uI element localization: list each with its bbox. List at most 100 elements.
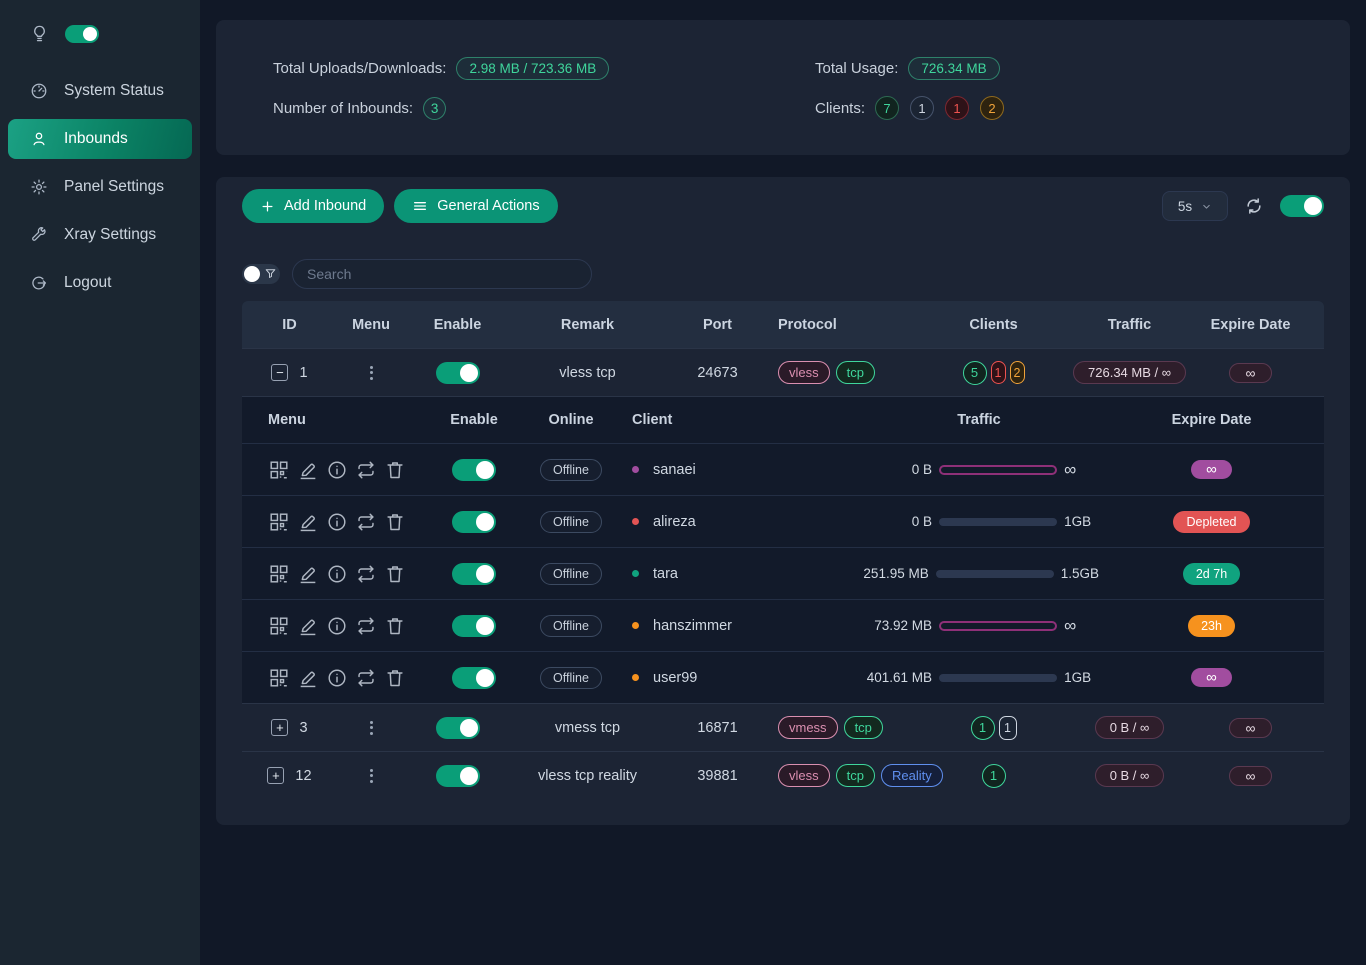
sidebar-nav: System Status Inbounds Panel Settings Xr…: [0, 71, 200, 303]
row-menu-button[interactable]: [366, 717, 377, 739]
edit-icon[interactable]: [297, 459, 319, 481]
sidebar-item-logout[interactable]: Logout: [8, 263, 192, 303]
client-count-badge: 1: [970, 715, 995, 740]
client-expire-badge: ∞: [1191, 460, 1232, 479]
inbound-traffic-badge: 726.34 MB / ∞: [1073, 361, 1186, 384]
sidebar-item-label: Xray Settings: [64, 226, 157, 243]
client-name: sanaei: [653, 461, 696, 478]
client-enable-toggle[interactable]: [452, 510, 496, 533]
inbound-expire-badge: ∞: [1228, 362, 1273, 383]
edit-icon[interactable]: [297, 615, 319, 637]
inbound-enable-toggle[interactable]: [435, 716, 480, 739]
reset-traffic-icon[interactable]: [355, 563, 377, 585]
client-expire-badge: 23h: [1188, 614, 1235, 637]
refresh-icon[interactable]: [1244, 196, 1264, 216]
client-online-badge: 1: [998, 715, 1017, 740]
delete-icon[interactable]: [384, 615, 406, 637]
qr-code-icon[interactable]: [268, 511, 290, 533]
qr-code-icon[interactable]: [268, 563, 290, 585]
expand-button[interactable]: +: [267, 767, 285, 784]
collapse-button[interactable]: −: [271, 364, 289, 381]
client-traffic: 0 B ∞: [911, 459, 1077, 479]
dashboard-icon: [30, 82, 48, 100]
reset-traffic-icon[interactable]: [355, 667, 377, 689]
inbound-port: 16871: [697, 719, 738, 736]
reset-traffic-icon[interactable]: [355, 459, 377, 481]
qr-code-icon[interactable]: [268, 615, 290, 637]
qr-code-icon[interactable]: [268, 459, 290, 481]
toolbar: Add Inbound General Actions 5s: [242, 189, 1324, 223]
clients-label: Clients:: [815, 99, 866, 117]
delete-icon[interactable]: [384, 511, 406, 533]
info-icon[interactable]: [326, 511, 348, 533]
traffic-bar: [939, 673, 1058, 682]
usage-label: Total Usage:: [815, 59, 899, 77]
inbound-enable-toggle[interactable]: [435, 361, 480, 384]
delete-icon[interactable]: [384, 667, 406, 689]
client-enable-toggle[interactable]: [452, 614, 496, 637]
inbound-id: 3: [299, 719, 308, 736]
client-header-enable: Enable: [450, 412, 498, 428]
sidebar-item-system-status[interactable]: System Status: [8, 71, 192, 111]
client-table-header: Menu Enable Online Client Traffic Expire…: [242, 397, 1324, 443]
client-enable-toggle[interactable]: [452, 458, 496, 481]
client-name: hanszimmer: [653, 617, 732, 634]
sidebar-item-panel-settings[interactable]: Panel Settings: [8, 167, 192, 207]
user-icon: [30, 130, 48, 148]
client-row: Offline tara 251.95 MB 1.5GB 2d 7h: [242, 547, 1324, 599]
inbound-remark: vmess tcp: [554, 719, 621, 736]
uploads-label: Total Uploads/Downloads:: [273, 59, 447, 77]
edit-icon[interactable]: [297, 511, 319, 533]
client-name: alireza: [653, 513, 696, 530]
client-row: Offline sanaei 0 B ∞ ∞: [242, 443, 1324, 495]
inbound-remark: vless tcp: [559, 364, 616, 381]
protocol-tag: vmess: [778, 716, 838, 739]
expand-button[interactable]: +: [271, 719, 289, 736]
sidebar-item-xray-settings[interactable]: Xray Settings: [8, 215, 192, 255]
header-menu: Menu: [352, 316, 390, 333]
sidebar-item-inbounds[interactable]: Inbounds: [8, 119, 192, 159]
edit-icon[interactable]: [297, 667, 319, 689]
info-icon[interactable]: [326, 667, 348, 689]
client-name: user99: [653, 669, 698, 686]
reset-traffic-icon[interactable]: [355, 511, 377, 533]
info-icon[interactable]: [326, 615, 348, 637]
client-status-dot: [632, 466, 639, 473]
client-header-traffic: Traffic: [957, 412, 1001, 428]
search-input[interactable]: [292, 259, 592, 289]
client-subtable: Menu Enable Online Client Traffic Expire…: [242, 396, 1324, 703]
inbound-enable-toggle[interactable]: [435, 764, 480, 787]
qr-code-icon[interactable]: [268, 667, 290, 689]
clients-badges: 7 1 1 2: [875, 96, 1005, 120]
edit-icon[interactable]: [297, 563, 319, 585]
inbound-port: 39881: [697, 767, 738, 784]
filter-depleted-toggle[interactable]: [242, 264, 280, 284]
client-depleted-badge: 1: [990, 361, 1006, 384]
info-icon[interactable]: [326, 563, 348, 585]
header-traffic: Traffic: [1107, 316, 1152, 333]
transport-tag: tcp: [843, 716, 883, 739]
sidebar: System Status Inbounds Panel Settings Xr…: [0, 0, 200, 965]
general-actions-button[interactable]: General Actions: [394, 189, 558, 223]
row-menu-button[interactable]: [366, 765, 377, 787]
delete-icon[interactable]: [384, 459, 406, 481]
header-port: Port: [703, 316, 732, 333]
client-enable-toggle[interactable]: [452, 666, 496, 689]
client-count-badge: 1: [981, 763, 1006, 788]
sidebar-item-label: Logout: [64, 274, 112, 291]
delete-icon[interactable]: [384, 563, 406, 585]
inbound-traffic-badge: 0 B / ∞: [1094, 764, 1165, 787]
row-menu-button[interactable]: [366, 362, 377, 384]
info-icon[interactable]: [326, 459, 348, 481]
client-enable-toggle[interactable]: [452, 562, 496, 585]
client-row: Offline alireza 0 B 1GB Depleted: [242, 495, 1324, 547]
online-status-badge: Offline: [540, 458, 602, 481]
header-enable: Enable: [433, 316, 482, 333]
add-inbound-button[interactable]: Add Inbound: [242, 189, 385, 223]
inbound-remark: vless tcp reality: [537, 767, 638, 784]
theme-toggle[interactable]: [65, 24, 99, 43]
refresh-interval-select[interactable]: 5s: [1162, 191, 1228, 221]
reset-traffic-icon[interactable]: [355, 615, 377, 637]
inbounds-count-label: Number of Inbounds:: [273, 99, 414, 117]
auto-refresh-toggle[interactable]: [1280, 195, 1324, 217]
